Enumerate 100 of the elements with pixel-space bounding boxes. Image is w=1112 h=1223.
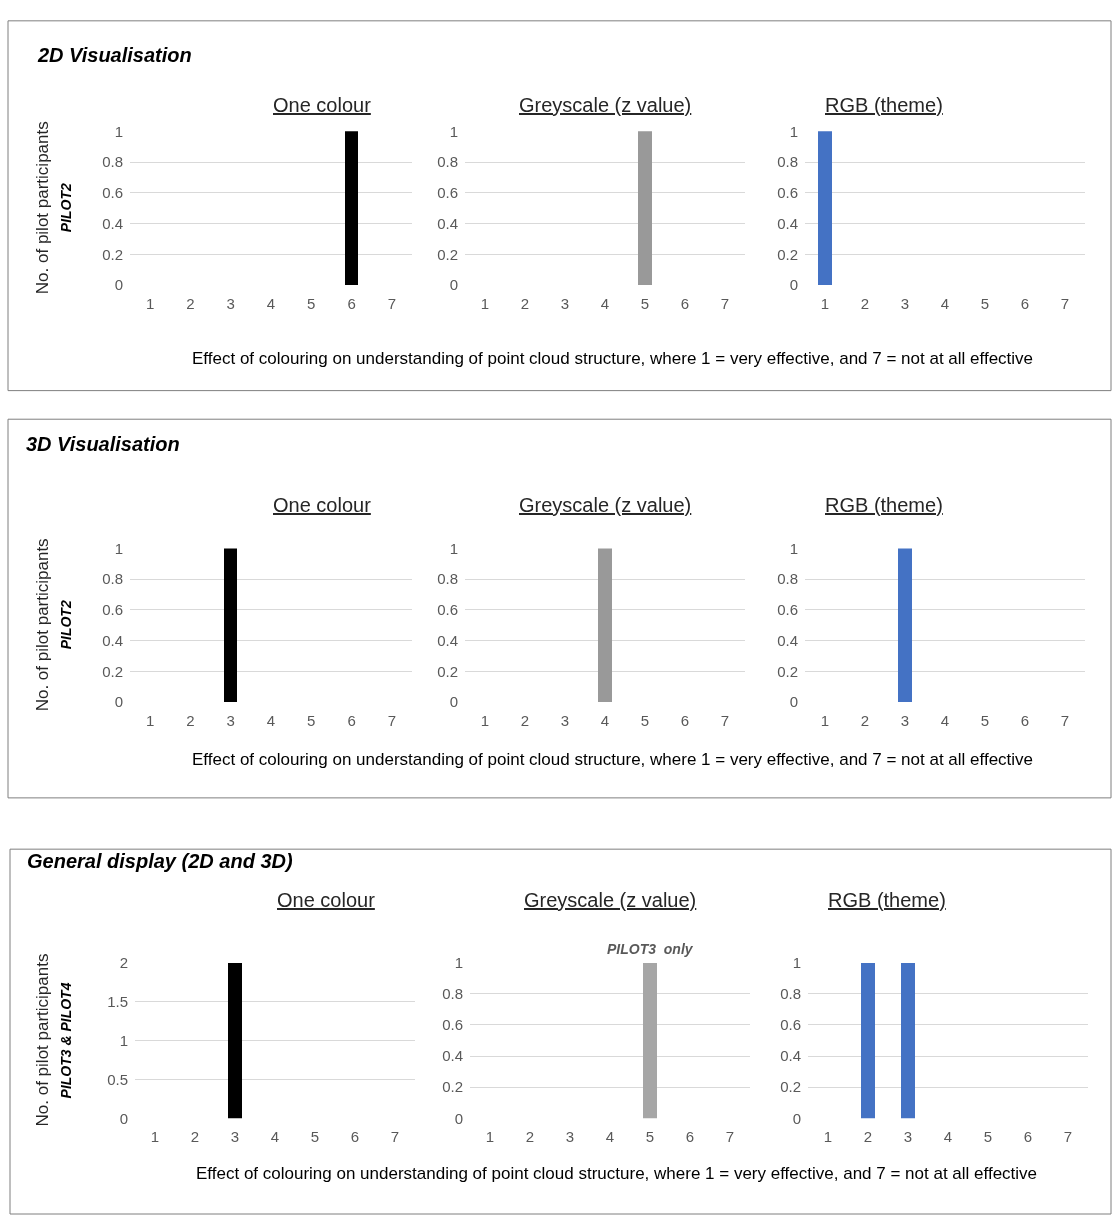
x-tick-label: 5 <box>980 712 990 730</box>
y-tick-label: 1 <box>454 953 463 971</box>
y-tick-label: 0 <box>119 1109 128 1127</box>
chart-title: Greyscale (z value) <box>519 94 692 116</box>
y-tick-label: 1 <box>792 953 801 971</box>
chart-subtitle: General display (2D and 3D) <box>27 850 293 872</box>
x-tick-label: 3 <box>226 712 235 730</box>
y-tick-label: 0.8 <box>780 984 801 1002</box>
x-tick-label: 1 <box>485 1128 495 1146</box>
x-tick-label: 3 <box>900 295 910 313</box>
y-tick-label: 0.8 <box>437 570 458 588</box>
y-tick-label: 0.2 <box>102 662 123 680</box>
x-tick-label: 1 <box>145 295 155 313</box>
chart-title: Greyscale (z value) <box>519 494 692 516</box>
x-tick-label: 5 <box>645 1128 655 1146</box>
x-tick-label: 6 <box>350 1128 360 1146</box>
y-tick-label: 0.2 <box>777 245 798 263</box>
x-axis-title: Effect of colouring on understanding of point cloud structure, where 1 = very effective, and 7 = not at all effective <box>196 1164 1038 1183</box>
y-tick-label: 0.8 <box>102 570 123 588</box>
x-tick-label: 7 <box>387 295 397 313</box>
y-tick-label: 0.2 <box>442 1078 463 1096</box>
x-tick-label: 1 <box>480 295 490 313</box>
y-tick-label: 0.4 <box>777 214 798 232</box>
y-tick-label: 0.6 <box>442 1016 463 1034</box>
x-tick-label: 5 <box>640 295 650 313</box>
y-tick-label: 0.2 <box>102 245 123 263</box>
y-tick-label: 1 <box>119 1031 128 1049</box>
y-tick-label: 0.4 <box>777 631 798 649</box>
x-tick-label: 2 <box>190 1128 200 1146</box>
chart-title: One colour <box>277 889 376 911</box>
x-tick-label: 5 <box>307 712 316 730</box>
chart-title: One colour <box>273 494 372 516</box>
x-tick-label: 7 <box>390 1128 400 1146</box>
x-tick-label: 1 <box>820 712 830 730</box>
x-tick-label: 2 <box>860 712 870 730</box>
x-tick-label: 6 <box>680 712 690 730</box>
y-tick-label: 0.6 <box>102 601 123 619</box>
y-tick-label: 0.6 <box>777 601 798 619</box>
y-tick-label: 0.8 <box>437 153 458 171</box>
y-tick-label: 0.6 <box>777 184 798 202</box>
x-tick-label: 5 <box>307 295 316 313</box>
x-tick-label: 7 <box>387 712 397 730</box>
x-tick-label: 2 <box>525 1128 535 1146</box>
y-tick-label: 0 <box>449 693 458 711</box>
y-tick-label: 0.5 <box>107 1070 128 1088</box>
x-tick-label: 4 <box>943 1128 953 1146</box>
text: PILOT3 & PILOT4 <box>57 982 74 1099</box>
x-tick-label: 4 <box>940 295 950 313</box>
x-tick-label: 2 <box>186 712 195 730</box>
chart-title: One colour <box>273 94 372 116</box>
y-tick-label: 0 <box>792 1109 801 1127</box>
x-tick-label: 3 <box>226 295 235 313</box>
x-axis-title: Effect of colouring on understanding of point cloud structure, where 1 = very effective, and 7 = not at all effective <box>192 750 1034 769</box>
y-tick-label: 0.2 <box>437 662 458 680</box>
y-tick-label: 0.2 <box>780 1078 801 1096</box>
y-tick-label: 0.8 <box>777 153 798 171</box>
y-tick-label: 0 <box>449 276 458 294</box>
y-tick-label: 0.8 <box>442 984 463 1002</box>
chart-title: Greyscale (z value) <box>524 889 697 911</box>
y-tick-label: 0 <box>114 276 123 294</box>
y-tick-label: 1.5 <box>107 992 128 1010</box>
y-tick-label: 0.4 <box>437 631 458 649</box>
y-tick-label: 0 <box>789 693 798 711</box>
x-tick-label: 7 <box>1060 712 1070 730</box>
y-tick-label: 0.6 <box>780 1016 801 1034</box>
x-tick-label: 2 <box>520 712 530 730</box>
x-tick-label: 6 <box>1020 295 1030 313</box>
x-tick-label: 1 <box>480 712 490 730</box>
x-tick-label: 2 <box>863 1128 873 1146</box>
y-tick-label: 1 <box>789 539 798 557</box>
chart-subtitle: 2D Visualisation <box>37 44 192 66</box>
x-tick-label: 3 <box>900 712 910 730</box>
x-tick-label: 4 <box>270 1128 280 1146</box>
x-tick-label: 2 <box>520 295 530 313</box>
x-tick-label: 3 <box>230 1128 240 1146</box>
y-axis-title: No. of pilot participants <box>32 953 52 1127</box>
x-tick-label: 6 <box>347 712 356 730</box>
chart-title: RGB (theme) <box>825 494 943 516</box>
y-tick-label: 0.6 <box>102 184 123 202</box>
y-axis-title: No. of pilot participants <box>32 121 52 295</box>
x-tick-label: 7 <box>720 712 730 730</box>
x-tick-label: 5 <box>640 712 650 730</box>
x-tick-label: 4 <box>266 295 276 313</box>
x-tick-label: 3 <box>903 1128 913 1146</box>
x-tick-label: 1 <box>145 712 155 730</box>
y-tick-label: 0.2 <box>437 245 458 263</box>
y-tick-label: 0.4 <box>442 1047 463 1065</box>
y-tick-label: 0.6 <box>437 184 458 202</box>
annotation: PILOT3 only <box>607 941 694 957</box>
y-tick-label: 0.6 <box>437 601 458 619</box>
x-tick-label: 3 <box>565 1128 575 1146</box>
x-tick-label: 2 <box>186 295 195 313</box>
x-tick-label: 4 <box>600 295 610 313</box>
y-tick-label: 1 <box>449 122 458 140</box>
y-tick-label: 1 <box>449 539 458 557</box>
y-tick-label: 1 <box>114 122 123 140</box>
x-tick-label: 6 <box>1020 712 1030 730</box>
x-tick-label: 5 <box>980 295 990 313</box>
chart-title: RGB (theme) <box>825 94 943 116</box>
x-tick-label: 5 <box>983 1128 993 1146</box>
